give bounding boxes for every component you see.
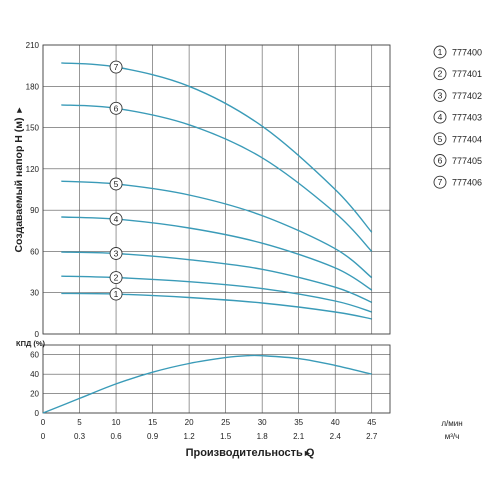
legend-marker <box>433 154 447 167</box>
legend: 1 777400 2 777401 3 777402 4 777403 5 777404 6 7774… <box>433 45 482 189</box>
head-y-tick-label: 150 <box>26 124 40 133</box>
legend-item-777402: 3 777402 <box>433 88 482 102</box>
flow-x-tick-label: 20 <box>185 418 194 427</box>
flow-x-tick-label: 15 <box>148 418 157 427</box>
curve-marker-label: 3 <box>114 248 119 258</box>
curve-marker-6 <box>109 101 123 115</box>
flow-x-tick-label: 25 <box>221 418 230 427</box>
legend-marker-label: 7 <box>438 177 443 187</box>
flow-x2-tick-label: 0.9 <box>147 432 159 441</box>
legend-marker <box>433 175 447 189</box>
efficiency-y-tick-label: 20 <box>30 390 39 399</box>
efficiency-y-tick-label: 40 <box>30 370 39 379</box>
legend-label: 777405 <box>452 156 482 166</box>
flow-x-tick-label: 40 <box>331 418 340 427</box>
head-curve-777400 <box>61 292 372 320</box>
legend-item-777404: 5 777404 <box>433 132 482 146</box>
legend-marker-label: 5 <box>438 134 443 144</box>
legend-item-777401: 2 777401 <box>433 67 482 81</box>
legend-label: 777403 <box>452 113 482 123</box>
curve-marker-4 <box>109 212 123 226</box>
head-frame <box>42 44 391 335</box>
flow-x2-tick-label: 0.3 <box>74 432 86 441</box>
flow-x2-tick-label: 2.1 <box>293 432 305 441</box>
head-panel: 0 30 60 90 120 150 180 210 1 2 3 4 5 6 7 <box>26 41 391 339</box>
head-y-tick-label: 90 <box>30 206 39 215</box>
curve-marker-3 <box>109 247 123 260</box>
curve-marker-label: 6 <box>114 103 119 113</box>
legend-marker-label: 4 <box>438 112 443 122</box>
flow-x2-tick-label: 1.8 <box>257 432 269 441</box>
flow-x-tick-label: 30 <box>258 418 267 427</box>
head-y-tick-label: 180 <box>26 82 40 91</box>
legend-item-777400: 1 777400 <box>433 45 482 59</box>
legend-marker <box>433 45 447 59</box>
legend-marker <box>433 110 447 124</box>
legend-item-777405: 6 777405 <box>433 154 482 167</box>
head-y-tick-label: 60 <box>30 247 39 256</box>
efficiency-panel: 02040600050.3100.6150.9201.2251.5301.835… <box>30 344 391 441</box>
efficiency-y-tick-label: 60 <box>30 351 39 360</box>
flow-x-tick-label: 0 <box>41 418 46 427</box>
legend-marker <box>433 67 447 81</box>
curve-marker-2 <box>109 271 123 285</box>
head-y-tick-label: 0 <box>35 330 40 339</box>
legend-marker <box>433 88 447 102</box>
head-y-tick-label: 120 <box>26 165 40 174</box>
efficiency-y-tick-label: 0 <box>35 409 40 418</box>
flow-x-tick-label: 45 <box>367 418 376 427</box>
flow-unit-lpm: л/мин <box>441 419 462 428</box>
legend-label: 777401 <box>452 69 482 79</box>
curve-marker-label: 4 <box>114 214 119 224</box>
head-axis-arrow: ► <box>14 106 24 115</box>
flow-x2-tick-label: 1.2 <box>184 432 196 441</box>
flow-axis-arrow: ► <box>303 448 312 458</box>
flow-x2-tick-label: 2.4 <box>330 432 342 441</box>
flow-x2-tick-label: 0 <box>41 432 46 441</box>
head-axis-label: Создаваемый напор H (м) <box>13 117 25 252</box>
legend-marker-label: 6 <box>438 156 443 166</box>
legend-marker-label: 1 <box>438 47 443 57</box>
head-curve-777405 <box>61 104 373 252</box>
flow-axis-label: Производительность Q <box>186 447 315 459</box>
flow-x-tick-label: 5 <box>77 418 82 427</box>
legend-marker-label: 2 <box>438 69 443 79</box>
efficiency-curve <box>42 354 372 414</box>
curve-marker-7 <box>109 60 123 74</box>
legend-item-777403: 4 777403 <box>433 110 482 124</box>
curve-marker-label: 7 <box>114 62 119 72</box>
flow-x2-tick-label: 2.7 <box>366 432 378 441</box>
legend-label: 777406 <box>452 178 482 188</box>
head-y-tick-label: 210 <box>26 41 40 50</box>
curve-marker-5 <box>109 177 123 191</box>
curve-marker-label: 2 <box>114 273 119 283</box>
legend-marker <box>433 132 447 146</box>
legend-label: 777404 <box>452 134 482 144</box>
flow-x-tick-label: 35 <box>294 418 303 427</box>
flow-unit-m3h: м³/ч <box>445 432 460 441</box>
flow-x-tick-label: 10 <box>112 418 121 427</box>
legend-label: 777402 <box>452 91 482 101</box>
curve-marker-1 <box>109 287 123 301</box>
flow-x2-tick-label: 1.5 <box>220 432 232 441</box>
flow-x2-tick-label: 0.6 <box>110 432 122 441</box>
legend-item-777406: 7 777406 <box>433 175 482 189</box>
curve-marker-label: 1 <box>114 289 119 299</box>
curve-marker-label: 5 <box>114 179 119 189</box>
efficiency-axis-label: КПД (%) <box>16 339 46 348</box>
efficiency-frame <box>42 344 391 414</box>
legend-marker-label: 3 <box>438 90 443 100</box>
legend-label: 777400 <box>452 48 482 58</box>
head-y-tick-label: 30 <box>30 289 39 298</box>
head-curve-777406 <box>61 62 373 233</box>
